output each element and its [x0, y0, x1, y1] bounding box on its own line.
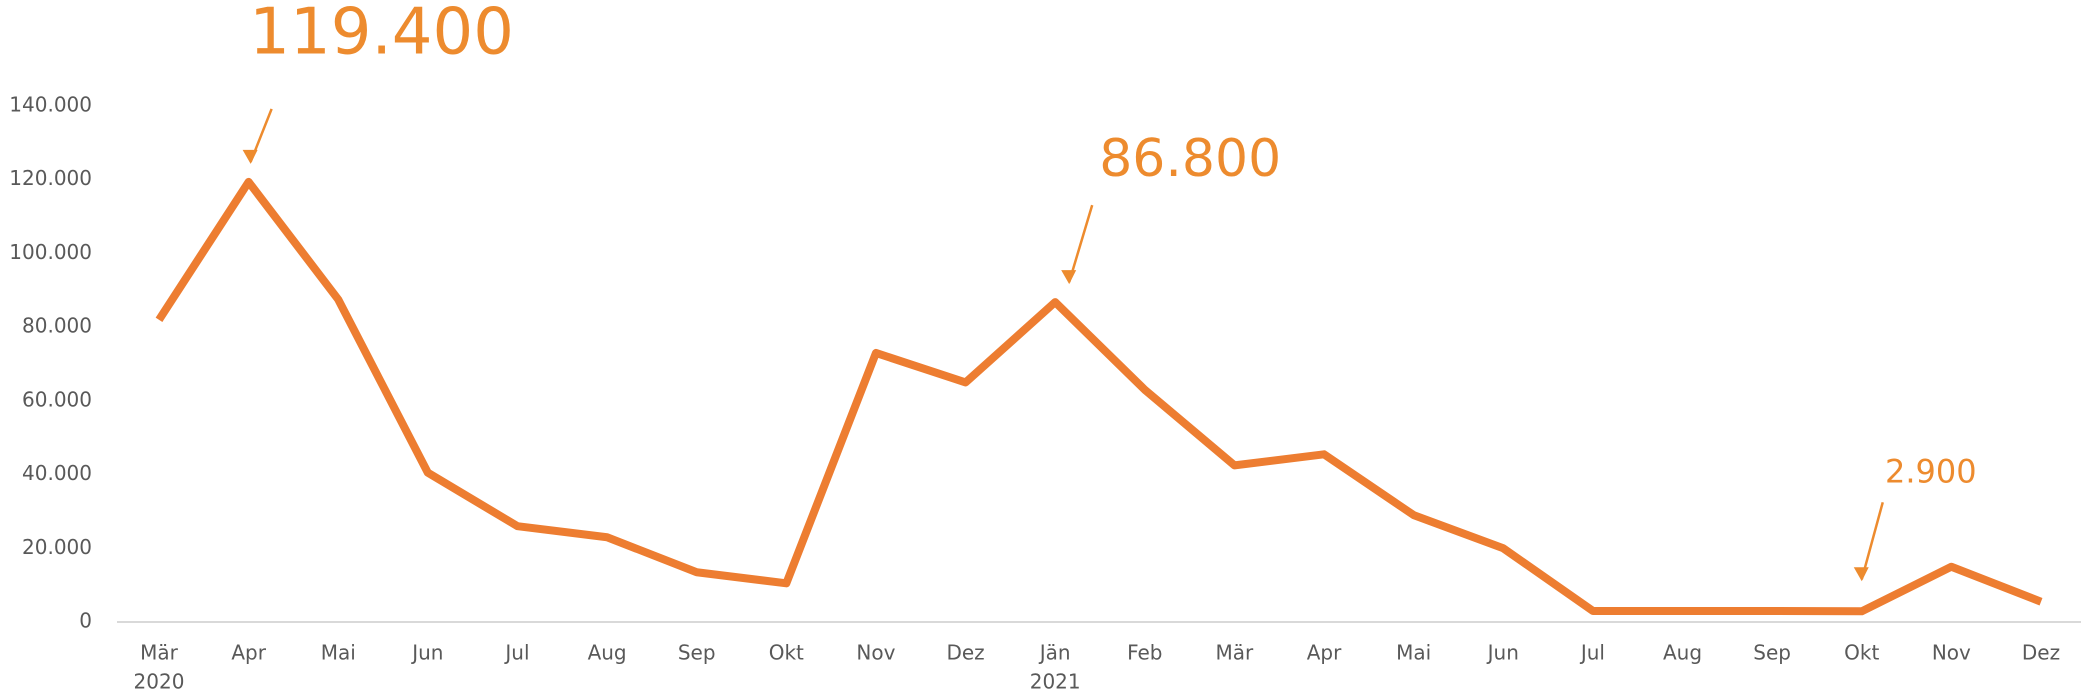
annotation-arrowhead [242, 149, 258, 164]
data-label: 86.800 [1099, 129, 1281, 189]
x-tick-label: Nov [1932, 641, 1971, 665]
x-tick-label: Mai [1396, 641, 1431, 665]
x-tick-label: Mai [321, 641, 356, 665]
x-tick-label: Aug [588, 641, 627, 665]
x-tick-label: Jul [503, 641, 529, 665]
x-tick-label: Dez [2022, 641, 2060, 665]
x-tick-label: Jul [1579, 641, 1605, 665]
y-tick-label: 40.000 [22, 461, 92, 485]
x-tick-label: Nov [856, 641, 895, 665]
x-tick-label: Jun [410, 641, 443, 665]
data-label: 119.400 [249, 0, 514, 70]
y-tick-label: 20.000 [22, 535, 92, 559]
annotation-arrow [1860, 501, 1884, 580]
y-tick-label: 100.000 [9, 240, 92, 264]
x-tick-label: Jun [1486, 641, 1519, 665]
x-tick-label: Aug [1663, 641, 1702, 665]
x-tick-label: Apr [231, 641, 266, 665]
x-tick-label: Jän [1038, 641, 1071, 665]
y-tick-label: 60.000 [22, 387, 92, 411]
x-tick-label: Apr [1307, 641, 1342, 665]
x-tick-label: Mär [1216, 641, 1255, 665]
x-tick-label: Dez [946, 641, 984, 665]
annotation-arrowhead [1853, 567, 1869, 582]
y-tick-label: 80.000 [22, 314, 92, 338]
x-tick-label: Sep [1753, 641, 1791, 665]
x-tick-label: Okt [1844, 641, 1879, 665]
x-tick-label: Sep [678, 641, 716, 665]
x-year-label: 2020 [134, 670, 185, 694]
y-tick-label: 0 [79, 609, 92, 633]
data-label: 2.900 [1885, 452, 1977, 490]
x-tick-label: Feb [1127, 641, 1162, 665]
y-tick-label: 140.000 [9, 93, 92, 117]
x-tick-label: Okt [769, 641, 804, 665]
x-tick-label: Mär [140, 641, 179, 665]
y-tick-label: 120.000 [9, 166, 92, 190]
line-series [155, 177, 2043, 616]
x-year-label: 2021 [1030, 670, 1081, 694]
annotation-arrowhead [1061, 270, 1077, 285]
annotation-arrow [1067, 204, 1094, 283]
